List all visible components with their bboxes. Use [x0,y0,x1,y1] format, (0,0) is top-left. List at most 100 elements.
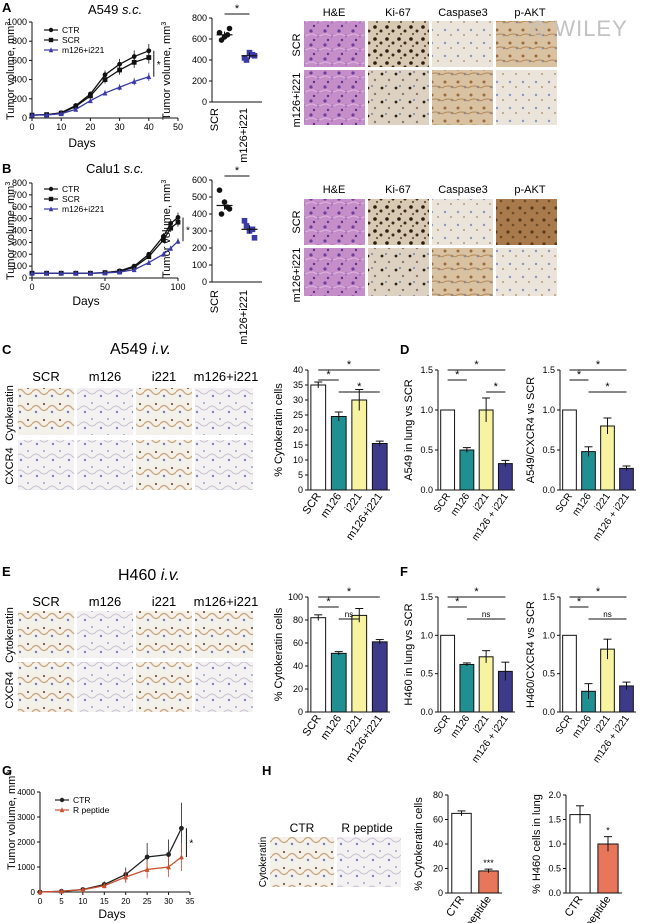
g-growth-data-point [101,882,107,889]
f-bar1-y-tick-label: 1.5 [420,592,433,602]
a-dot-ylabel: Tumor volume, mm3 [161,22,173,120]
a-growth-y-tick-label: 1000 [7,17,27,27]
a-growth-data-point [102,90,108,96]
a-growth-sig-star: * [157,60,161,71]
g-growth-data-point [144,866,150,872]
e-bar-sig-label: * [347,586,352,598]
a-growth-y-tick-label: 200 [12,94,27,104]
h-bar1-sig-star: *** [483,858,494,868]
b-growth-ylabel-sup: 3 [5,182,12,186]
a-ihc-scr-he [304,21,365,67]
e-ihc-col-m126: m126 [89,594,122,609]
a-growth-x-tick-label: 40 [144,122,154,132]
h-ihc-ctr [270,837,334,887]
g-growth-y-tick-label: 2000 [17,838,35,847]
h-ihc-row-cytokeratin: Cytokeratin [258,837,269,888]
h-bar1-y-tick-label: 20 [433,864,443,874]
a-growth-y-tick-label: 800 [12,36,27,46]
e-ihc-row-cytokeratin: Cytokeratin [4,607,16,663]
b-growth-ylabel: Tumor volume, mm3 [5,182,17,280]
e-bar-y-tick-label: 20 [293,684,303,694]
d-bar1-y-title: A549 in lung vs SCR [403,379,415,481]
e-bar-y-title: % Cytokeratin cells [273,607,285,701]
h-bar2-y-tick-label: 1.5 [548,815,561,825]
e-ihc-col-scr: SCR [32,594,59,609]
g-growth-x-tick-label: 35 [186,897,195,906]
b-growth-series-line [32,240,179,274]
c-bar-y-tick-label: 0 [298,485,303,495]
e-ihc-cxcr4-i221 [136,662,192,712]
a-dot-ylabel-sup: 3 [161,22,168,26]
d-bar1-bar [459,449,475,491]
d-bar2-category-label: m126 [571,491,595,518]
g-growth-data-point [166,852,171,857]
b-ihc-col-he: H&E [323,184,346,196]
g-growth-data-point [37,889,43,895]
d-bar2-sig-label: * [605,381,610,393]
b-dot-y-tick-label: 0 [202,277,207,287]
panel-a-title-em: s.c. [122,2,142,17]
b-ihc-scr-ki67 [368,199,429,245]
a-growth-x-tick-label: 50 [173,122,183,132]
f-bar1-y-title: H460 in lung vs SCR [403,603,415,705]
e-bar-y-tick-label: 60 [293,638,303,648]
g-growth-ylabel-sup: 3 [6,772,13,776]
d-bar1-bar [440,409,456,491]
a-growth-data-point [29,112,35,118]
a-ihc-grid: H&E Ki-67 Caspase3 p-AKT SCR m126+i221 [291,7,557,127]
a-dot-ylabel-text: Tumor volume, mm [161,26,173,120]
h-bar1-category-label: CTR [444,894,467,919]
f-bar2-sig-label: ns [603,610,611,619]
panel-c-title: A549 i.v. [110,341,171,358]
h-bar2-y-tick-label: 1.0 [548,839,561,849]
a-growth-data-point [146,48,152,54]
c-ihc-cyto-m126 [77,388,133,435]
b-growth-data-point [168,245,174,251]
h-bar2-bar [569,814,591,894]
h-bar1-y-tick-label: 60 [433,815,443,825]
b-growth-data-point [117,269,122,275]
b-growth-legend-marker [48,186,54,192]
g-growth-y-tick-label: 0 [31,888,36,897]
g-growth-legend-label: R peptide [73,805,110,815]
f-bar2-sig-label: * [596,586,601,598]
e-ihc-cxcr4-combo [195,662,253,712]
c-bar-y-title: % Cytokeratin cells [273,383,285,477]
a-growth-x-tick-label: 0 [29,122,34,132]
b-growth-data-point [161,237,166,243]
d-bar2-y-tick-label: 1.5 [542,365,555,375]
b-ihc-col-pakt: p-AKT [514,184,545,196]
e-ihc-cxcr4-scr [18,662,74,712]
d-bar1-y-tick-label: 0.5 [420,445,433,455]
g-growth-y-tick-label: 4000 [17,788,35,797]
e-ihc-row-cxcr4: CXCR4 [4,671,16,708]
e-bar-sig-label: * [326,596,331,608]
a-growth-ylabel-sup: 3 [5,22,12,26]
panel-letter-d: D [400,342,409,357]
b-growth-y-tick-label: 700 [12,190,27,200]
g-growth-x-tick-label: 25 [143,897,152,906]
b-growth-data-point [168,225,174,231]
e-bar-bar [351,614,368,713]
a-growth-data-point [117,61,122,67]
c-ihc-col-i221: i221 [152,369,177,384]
e-ihc-col-combo: m126+i221 [194,594,259,609]
b-growth-data-point [58,270,64,276]
c-bar-bar [310,384,327,491]
a-ihc-combo-pakt [496,70,557,125]
d-bar1-sig-label: * [474,359,479,371]
f-bar1-sig-label: * [474,586,479,598]
a-growth-legend-label: CTR [62,25,79,35]
a-ihc-scr-ki67 [368,21,429,67]
g-growth-ylabel: Tumor volume, mm3 [6,772,18,870]
a-ihc-col-pakt: p-AKT [514,7,545,19]
c-ihc-cxcr4-scr [18,440,74,490]
d-bar1-sig-label: * [494,381,499,393]
a-growth-x-tick-label: 10 [56,122,66,132]
a-growth-y-tick-label: 600 [12,55,27,65]
b-growth-y-tick-label: 300 [12,237,27,247]
